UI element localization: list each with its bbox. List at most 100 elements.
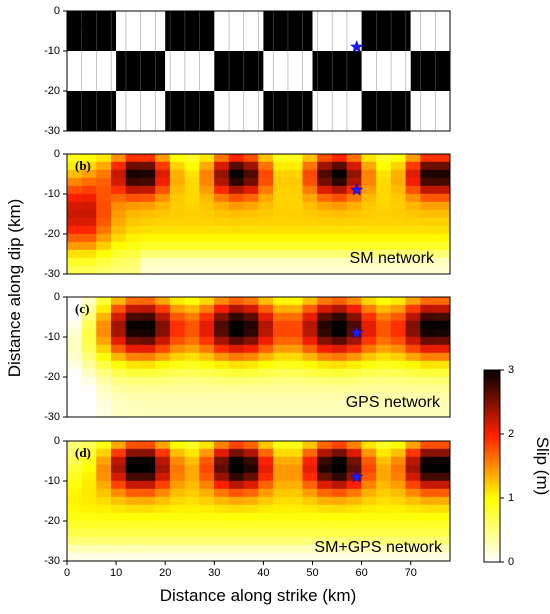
slip-cell <box>169 217 186 227</box>
slip-cell <box>376 464 392 474</box>
slip-cell <box>331 488 348 498</box>
slip-cell <box>169 488 186 498</box>
slip-cell <box>66 328 82 338</box>
slip-cell <box>110 185 127 195</box>
slip-cell <box>155 504 171 514</box>
slip-cell <box>390 241 407 251</box>
slip-cell <box>331 249 348 259</box>
checker-block <box>67 11 117 51</box>
slip-cell <box>214 496 230 506</box>
slip-cell <box>287 225 303 235</box>
slip-cell <box>435 328 451 338</box>
slip-cell <box>184 408 200 418</box>
checker-block <box>361 51 411 91</box>
slip-cell <box>243 233 259 243</box>
slip-cell <box>390 352 407 362</box>
slip-cell <box>390 544 407 554</box>
slip-cell <box>184 528 200 538</box>
slip-cell <box>96 392 112 402</box>
slip-cell <box>66 336 82 346</box>
slip-cell <box>81 512 97 522</box>
slip-cell <box>214 400 230 410</box>
slip-cell <box>273 217 289 227</box>
slip-cell <box>199 312 215 322</box>
slip-cell <box>302 360 318 370</box>
slip-cell <box>214 265 230 275</box>
slip-cell <box>390 225 407 235</box>
slip-cell <box>302 400 318 410</box>
slip-cell <box>420 241 436 251</box>
slip-cell <box>376 328 392 338</box>
slip-cell <box>420 328 436 338</box>
slip-cell <box>184 504 200 514</box>
slip-cell <box>184 241 200 251</box>
slip-cell <box>331 520 348 530</box>
slip-cell <box>317 344 333 354</box>
slip-cell <box>125 233 141 243</box>
slip-cell <box>66 233 82 243</box>
slip-cell <box>81 496 97 506</box>
slip-cell <box>155 536 171 546</box>
slip-cell <box>81 440 97 450</box>
slip-cell <box>184 265 200 275</box>
colorbar-tick-label: 3 <box>508 364 514 376</box>
slip-cell <box>287 528 303 538</box>
slip-cell <box>243 456 259 466</box>
slip-cell <box>346 528 362 538</box>
slip-cell <box>258 392 274 402</box>
slip-cell <box>258 448 274 458</box>
slip-cell <box>228 304 244 314</box>
slip-cell <box>214 552 230 562</box>
slip-cell <box>110 209 127 219</box>
slip-cell <box>435 233 451 243</box>
slip-cell <box>331 257 348 267</box>
slip-cell <box>214 360 230 370</box>
slip-cell <box>228 233 244 243</box>
slip-cell <box>140 320 156 330</box>
slip-cell <box>81 376 97 386</box>
slip-cell <box>110 153 127 163</box>
slip-cell <box>184 169 200 179</box>
slip-cell <box>302 241 318 251</box>
slip-cell <box>81 169 97 179</box>
slip-cell <box>361 201 377 211</box>
slip-cell <box>346 217 362 227</box>
slip-cell <box>140 480 156 490</box>
slip-cell <box>302 265 318 275</box>
slip-cell <box>140 488 156 498</box>
slip-cell <box>125 496 141 506</box>
slip-cell <box>273 552 289 562</box>
slip-cell <box>317 153 333 163</box>
slip-cell <box>361 217 377 227</box>
slip-cell <box>346 193 362 203</box>
slip-cell <box>258 344 274 354</box>
slip-cell <box>390 344 407 354</box>
slip-cell <box>273 177 289 187</box>
slip-cell <box>96 352 112 362</box>
slip-cell <box>125 352 141 362</box>
slip-cell <box>405 384 421 394</box>
slip-cell <box>155 169 171 179</box>
slip-cell <box>376 384 392 394</box>
slip-cell <box>405 161 421 171</box>
slip-cell <box>435 336 451 346</box>
slip-cell <box>169 512 186 522</box>
slip-cell <box>361 520 377 530</box>
slip-cell <box>169 368 186 378</box>
slip-cell <box>125 448 141 458</box>
slip-cell <box>273 296 289 306</box>
slip-cell <box>405 241 421 251</box>
slip-cell <box>155 472 171 482</box>
slip-cell <box>228 201 244 211</box>
slip-cell <box>390 528 407 538</box>
slip-cell <box>169 408 186 418</box>
slip-cell <box>184 544 200 554</box>
slip-cell <box>214 344 230 354</box>
slip-cell <box>110 217 127 227</box>
slip-cell <box>155 304 171 314</box>
slip-cell <box>435 504 451 514</box>
slip-cell <box>243 209 259 219</box>
slip-cell <box>273 528 289 538</box>
slip-cell <box>243 296 259 306</box>
slip-cell <box>243 161 259 171</box>
